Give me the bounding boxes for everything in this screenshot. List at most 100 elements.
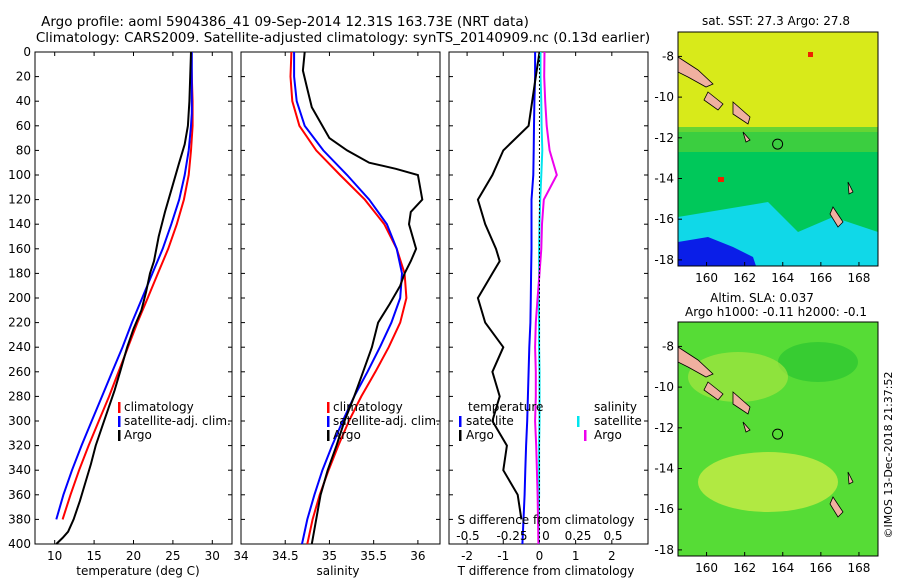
legend-swatch [118, 430, 121, 441]
y-tick-label: 240 [8, 340, 31, 354]
title-line-1: Argo profile: aoml 5904386_41 09-Sep-201… [41, 14, 529, 30]
legend-swatch [584, 430, 587, 441]
sla-map-title: Altim. SLA: 0.037 [710, 291, 814, 305]
difference-x2label: S difference from climatology [458, 513, 635, 527]
y-tick-label: -10 [654, 90, 674, 104]
legend-label: Argo [466, 428, 494, 442]
y-tick-label: -16 [654, 502, 674, 516]
y-tick-label: 280 [8, 389, 31, 403]
temperature-panel: 0 20 40 60 80 100 120 140 160 180 200 220 240 260 280 3… [8, 45, 233, 563]
y-tick-label: -12 [654, 131, 674, 145]
x2-tick-label: -0.5 [456, 529, 479, 543]
sla-map-subtitle: Argo h1000: -0.11 h2000: -0.1 [685, 305, 867, 319]
y-tick-label: 260 [8, 365, 31, 379]
difference-xlabel: T difference from climatology [457, 564, 635, 578]
legend-label: Argo [124, 428, 152, 442]
island-shape [732, 101, 751, 125]
map-frame [677, 31, 879, 267]
island-shape [703, 381, 724, 401]
series-line-argo [301, 51, 424, 545]
x-tick-label: 20 [126, 549, 141, 563]
y-tick-label: -12 [654, 421, 674, 435]
sst-map: 160 162 164 166 168 -8 -10 -12 -14 -16 -18 [654, 31, 879, 285]
y-tick-label: 220 [8, 316, 31, 330]
sla-high-region [698, 452, 838, 512]
y-tick-label: 200 [8, 291, 31, 305]
argo-position-marker [772, 138, 784, 150]
x-tick-label: 35 [322, 549, 337, 563]
series-line-climatology [61, 51, 194, 520]
y-tick-label: 160 [8, 242, 31, 256]
series-line-temperature-satellite [521, 52, 537, 545]
x2-tick-label: 0 [542, 529, 550, 543]
y-tick-label: -8 [662, 339, 674, 353]
y-tick-label: 100 [8, 168, 31, 182]
legend-label: Argo [333, 428, 361, 442]
y-tick-label: 320 [8, 439, 31, 453]
y-tick-label: 20 [16, 70, 31, 84]
legend-label: satellite-adj. clim. [124, 414, 231, 428]
x-tick-label: 10 [47, 549, 62, 563]
series-line-salinity-satellite [537, 52, 544, 544]
x-tick-label: -1 [497, 549, 509, 563]
y-tick-label: 300 [8, 414, 31, 428]
legend-label: climatology [124, 400, 194, 414]
x-tick-label: 162 [733, 271, 756, 285]
y-tick-label: 400 [8, 537, 31, 551]
y-tick-label: -18 [654, 543, 674, 557]
salinity-xlabel: salinity [316, 564, 359, 578]
series-line-climatology [289, 51, 408, 545]
series-line-salinity-argo [534, 51, 558, 545]
x-tick-label: 35.5 [360, 549, 387, 563]
x-tick-label: 162 [733, 561, 756, 575]
legend-swatch [327, 430, 330, 441]
island-shape [742, 421, 751, 433]
island-shape [829, 206, 844, 228]
x-tick-label: 34.5 [272, 549, 299, 563]
y-tick-label: -8 [662, 49, 674, 63]
series-line-satellite-adj-clim- [293, 52, 404, 545]
y-tick-label: 180 [8, 266, 31, 280]
argo-position-marker [772, 428, 784, 440]
x-tick-label: 25 [165, 549, 180, 563]
temperature-xlabel: temperature (deg C) [76, 564, 199, 578]
x-tick-label: 2 [608, 549, 616, 563]
sst-hot-pixel [808, 52, 813, 57]
sst-map-title: sat. SST: 27.3 Argo: 27.8 [702, 14, 850, 28]
sst-cold-region [678, 237, 756, 266]
y-tick-label: -14 [654, 172, 674, 186]
footer-timestamp: ©IMOS 13-Dec-2018 21:37:52 [882, 372, 895, 539]
island-shape [847, 471, 854, 485]
y-tick-label: 0 [23, 45, 31, 59]
sla-high-region [688, 352, 788, 402]
y-tick-label: 120 [8, 193, 31, 207]
series-line-argo [55, 51, 192, 545]
legend-label: satellite-adj. clim. [333, 414, 440, 428]
x-tick-label: 164 [771, 271, 794, 285]
x-tick-label: 168 [847, 271, 870, 285]
y-tick-label: -16 [654, 212, 674, 226]
y-tick-label: 360 [8, 488, 31, 502]
x-tick-label: 15 [86, 549, 101, 563]
legend-swatch [327, 416, 330, 427]
x-tick-label: -2 [461, 549, 473, 563]
legend-label: satellite [594, 414, 642, 428]
y-tick-label: 60 [16, 119, 31, 133]
x-tick-label: 160 [695, 271, 718, 285]
x-tick-label: 30 [205, 549, 220, 563]
y-tick-label: -14 [654, 462, 674, 476]
island-shape [703, 91, 724, 111]
legend-label: climatology [333, 400, 403, 414]
y-tick-label: 140 [8, 217, 31, 231]
x2-tick-label: 0.25 [565, 529, 592, 543]
legend-swatch [118, 416, 121, 427]
x-tick-label: 160 [695, 561, 718, 575]
x-tick-label: 164 [771, 561, 794, 575]
y-tick-label: 380 [8, 512, 31, 526]
legend-swatch [459, 430, 462, 441]
legend-label: Argo [594, 428, 622, 442]
island-shape [847, 181, 854, 195]
title-line-2: Climatology: CARS2009. Satellite-adjuste… [36, 30, 650, 46]
island-shape [732, 391, 751, 415]
